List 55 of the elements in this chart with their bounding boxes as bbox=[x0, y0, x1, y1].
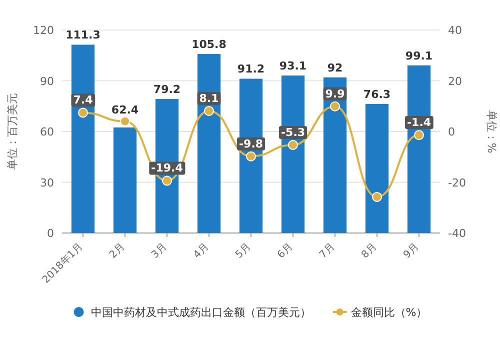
y-tick-label: 120 bbox=[33, 24, 54, 37]
data-label: 105.8 bbox=[192, 38, 226, 52]
data-label: 9.9 bbox=[325, 87, 345, 100]
bar bbox=[113, 127, 137, 233]
point bbox=[78, 108, 88, 118]
y-tick-label: 90 bbox=[40, 74, 54, 88]
y2-axis-title: 单位：% bbox=[485, 110, 498, 154]
bar bbox=[323, 77, 347, 233]
point bbox=[330, 101, 340, 112]
y-axis-title: 单位：百万美元 bbox=[6, 93, 19, 170]
data-label: -9.8 bbox=[238, 137, 264, 150]
x-tick-label: 3月 bbox=[150, 241, 170, 261]
bar bbox=[281, 76, 305, 233]
data-label: 92 bbox=[327, 61, 343, 74]
x-tick-label: 9月 bbox=[402, 241, 422, 261]
data-label: 99.1 bbox=[405, 49, 433, 62]
point bbox=[204, 106, 214, 116]
legend-label: 中国中药材及中式成药出口金额（百万美元） bbox=[90, 306, 311, 319]
x-tick-label: 8月 bbox=[360, 241, 380, 261]
y2-tick-label: 40 bbox=[448, 24, 462, 37]
point bbox=[162, 176, 172, 186]
data-label: 111.3 bbox=[66, 28, 100, 42]
point bbox=[246, 151, 256, 162]
bar bbox=[197, 54, 221, 233]
data-label: 7.4 bbox=[73, 94, 94, 107]
y2-tick-label: 20 bbox=[448, 74, 462, 88]
data-label: -1.4 bbox=[406, 116, 432, 130]
x-tick-label: 7月 bbox=[318, 241, 338, 261]
legend-label: 金额同比（%） bbox=[350, 306, 428, 319]
data-label: 93.1 bbox=[279, 60, 307, 73]
y-tick-label: 60 bbox=[40, 126, 54, 138]
bar bbox=[71, 44, 95, 233]
x-tick-label: 6月 bbox=[276, 241, 296, 261]
x-tick-label: 4月 bbox=[192, 241, 212, 261]
y2-tick-label: -40 bbox=[448, 227, 466, 240]
y-tick-label: 30 bbox=[40, 176, 54, 190]
y-tick-label: 0 bbox=[47, 227, 54, 240]
data-label: 8.1 bbox=[199, 92, 219, 105]
y2-tick-label: -20 bbox=[448, 176, 466, 190]
data-label: 79.2 bbox=[153, 83, 181, 96]
bar bbox=[365, 104, 389, 233]
point bbox=[288, 140, 298, 150]
x-tick-label: 5月 bbox=[234, 241, 254, 261]
y2-tick-label: 0 bbox=[448, 126, 455, 138]
point bbox=[120, 116, 130, 126]
data-label: -19.4 bbox=[151, 162, 184, 175]
point bbox=[372, 192, 382, 202]
x-tick-label: 2月 bbox=[108, 241, 128, 261]
bar bbox=[239, 78, 263, 233]
data-label: 62.4 bbox=[111, 103, 139, 116]
bar bbox=[407, 65, 431, 233]
data-label: -5.3 bbox=[280, 126, 306, 139]
data-label: 76.3 bbox=[363, 88, 391, 101]
data-label: 91.2 bbox=[237, 62, 265, 76]
point bbox=[414, 130, 424, 140]
